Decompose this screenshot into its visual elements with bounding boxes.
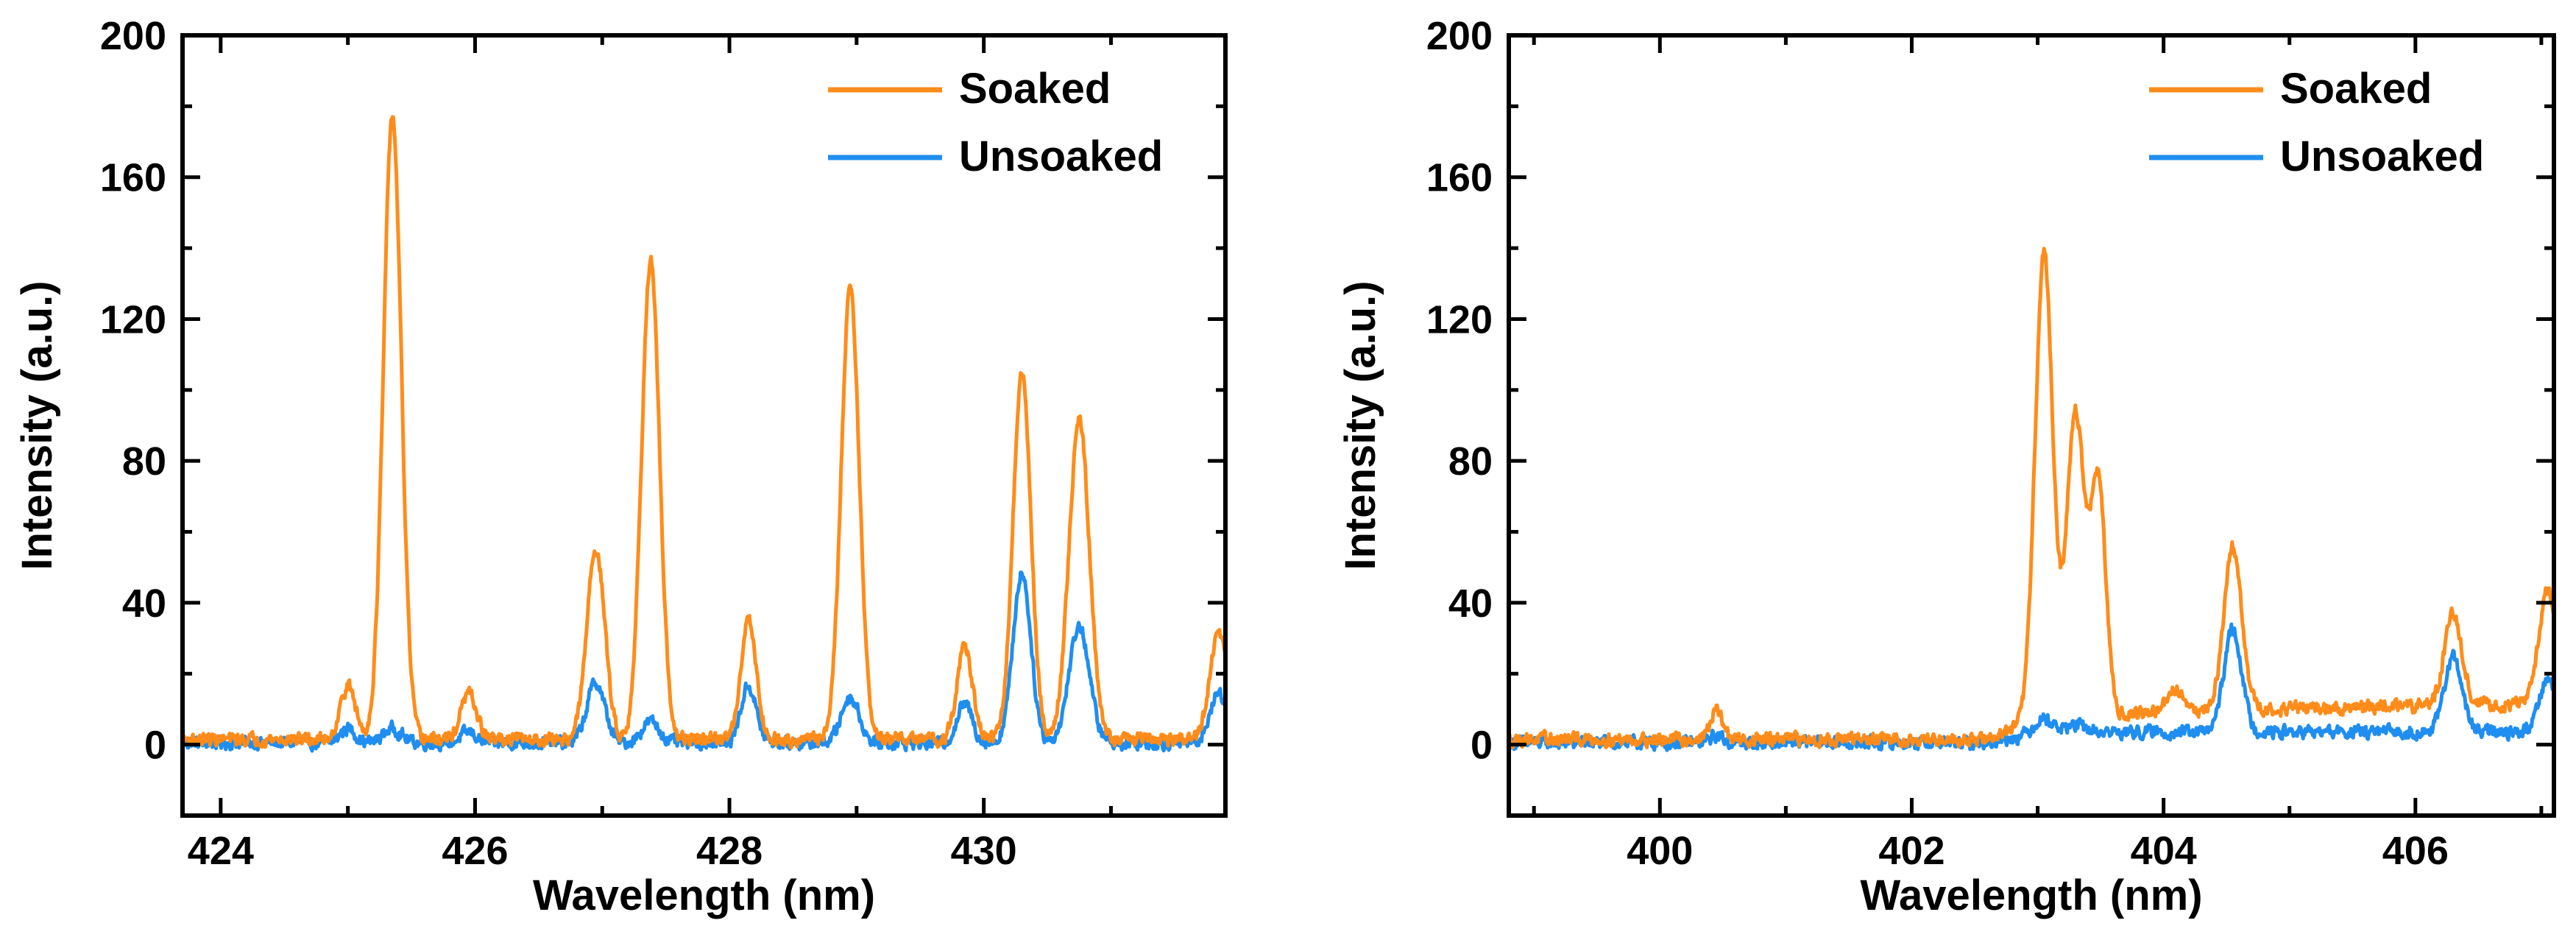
- x-tick-label: 404: [2131, 829, 2197, 873]
- y-tick-label: 0: [1471, 724, 1493, 768]
- y-tick-label: 40: [122, 581, 166, 626]
- x-axis-title: Wavelength (nm): [533, 872, 875, 919]
- legend-label-unsoaked: Unsoaked: [959, 132, 1163, 180]
- y-axis-title: Intensity (a.u.): [13, 280, 61, 570]
- series-group: [1509, 247, 2554, 752]
- series-soaked-line: [1509, 247, 2554, 749]
- left-spectrum-chart: 424 426 428 430 0 40 80 120 160 200 Wavelength (nm…: [13, 14, 1228, 919]
- x-tick-label: 402: [1878, 829, 1945, 873]
- x-tick-label: 424: [188, 829, 254, 873]
- legend-label-soaked: Soaked: [959, 65, 1111, 113]
- y-tick-label: 120: [100, 297, 166, 342]
- legend: Soaked Unsoaked: [828, 65, 1163, 180]
- y-tick-label: 200: [100, 14, 166, 58]
- y-tick-label: 80: [122, 439, 166, 484]
- legend-label-unsoaked: Unsoaked: [2280, 132, 2484, 180]
- y-tick-label: 160: [100, 156, 166, 200]
- series-unsoaked-line: [183, 570, 1225, 753]
- y-tick-label: 40: [1448, 581, 1493, 626]
- y-tick-label: 0: [144, 724, 166, 768]
- series-group: [183, 115, 1225, 753]
- legend: Soaked Unsoaked: [2149, 65, 2484, 180]
- series-unsoaked-line: [1509, 622, 2554, 752]
- y-tick-label: 200: [1426, 14, 1493, 58]
- x-tick-label: 430: [951, 829, 1017, 873]
- y-axis-title: Intensity (a.u.): [1337, 280, 1384, 570]
- x-tick-label: 426: [442, 829, 508, 873]
- x-tick-label: 428: [696, 829, 762, 873]
- y-tick-label: 80: [1448, 439, 1493, 484]
- y-tick-label: 160: [1426, 156, 1493, 200]
- plot-frame: [1507, 33, 2556, 818]
- series-soaked-line: [183, 115, 1225, 750]
- x-axis-title: Wavelength (nm): [1860, 872, 2202, 919]
- x-tick-label: 406: [2382, 829, 2449, 873]
- right-spectrum-chart: 400 402 404 406 0 40 80 120 160 200 Wavelength (nm…: [1337, 14, 2556, 919]
- legend-label-soaked: Soaked: [2280, 65, 2432, 113]
- x-tick-label: 400: [1627, 829, 1693, 873]
- y-tick-label: 120: [1426, 297, 1493, 342]
- plot-frame: [180, 33, 1228, 818]
